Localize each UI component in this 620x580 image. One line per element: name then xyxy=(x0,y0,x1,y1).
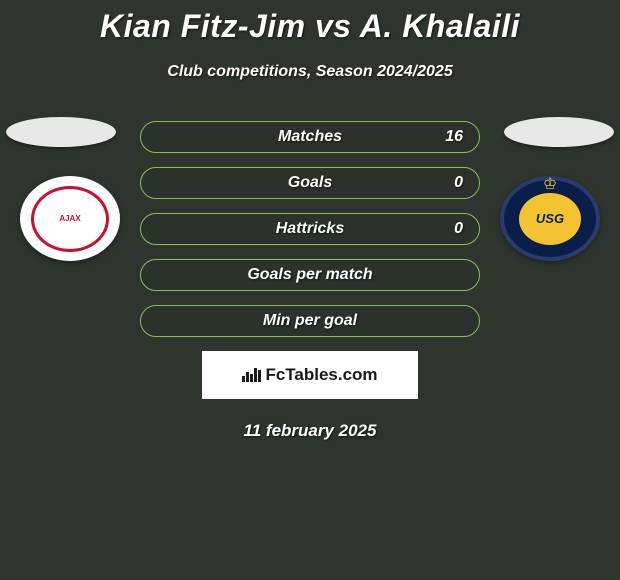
stat-row: Goals 0 xyxy=(140,167,480,199)
stat-label: Min per goal xyxy=(263,312,357,330)
main-content: AJAX ♔ USG Matches 16 Goals 0 xyxy=(0,121,620,441)
player-photo-left xyxy=(6,117,116,147)
stat-row: Hattricks 0 xyxy=(140,213,480,245)
stat-label: Hattricks xyxy=(276,220,344,238)
brand-name: FcTables.com xyxy=(265,365,377,385)
stat-right-value: 0 xyxy=(454,220,463,238)
stats-list: Matches 16 Goals 0 Hattricks 0 Goals per… xyxy=(140,121,480,337)
stat-label: Goals xyxy=(288,174,332,192)
brand-logo[interactable]: FcTables.com xyxy=(202,351,418,399)
date-label: 11 february 2025 xyxy=(0,421,620,441)
stat-row: Matches 16 xyxy=(140,121,480,153)
subtitle: Club competitions, Season 2024/2025 xyxy=(0,63,620,81)
stat-row: Min per goal xyxy=(140,305,480,337)
stat-right-value: 16 xyxy=(445,128,463,146)
club-badge-right: ♔ USG xyxy=(500,176,600,261)
crown-icon: ♔ xyxy=(543,174,557,194)
stat-row: Goals per match xyxy=(140,259,480,291)
stat-label: Matches xyxy=(278,128,342,146)
usg-logo-text: USG xyxy=(519,193,581,245)
club-badge-left: AJAX xyxy=(20,176,120,261)
page-title: Kian Fitz-Jim vs A. Khalaili xyxy=(0,0,620,45)
stat-label: Goals per match xyxy=(247,266,372,284)
stat-right-value: 0 xyxy=(454,174,463,192)
player-photo-right xyxy=(504,117,614,147)
ajax-logo-text: AJAX xyxy=(31,186,109,252)
chart-icon xyxy=(242,368,261,382)
